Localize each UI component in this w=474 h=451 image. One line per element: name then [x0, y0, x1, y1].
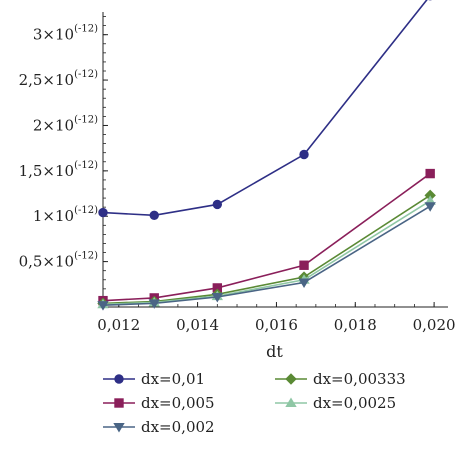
data-point [212, 199, 223, 210]
y-tick-exponent: (-12) [74, 160, 98, 171]
data-point [148, 299, 160, 309]
y-tick-mantissa: 2,5×10 [19, 71, 75, 89]
legend-label: dx=0,01 [141, 370, 205, 388]
data-point [97, 301, 109, 311]
legend-item: dx=0,01 [103, 370, 205, 388]
legend: dx=0,01 dx=0,005 dx=0,002 dx=0,00333 dx=0,00… [103, 370, 406, 436]
legend-marker [285, 397, 297, 407]
data-point [298, 278, 310, 288]
data-point [425, 168, 435, 179]
y-tick-label: 3×10(-12) [33, 24, 98, 44]
data-point [424, 202, 436, 212]
x-tick-label: 0,020 [413, 316, 456, 334]
legend-marker [113, 423, 125, 433]
series-dx=0,0025 [97, 195, 436, 309]
legend-label: dx=0,005 [141, 394, 215, 412]
legend-label: dx=0,002 [141, 418, 215, 436]
legend-marker [114, 398, 124, 408]
legend-item: dx=0,002 [103, 418, 215, 436]
series-line [102, 0, 428, 217]
y-tick-label: 1,5×10(-12) [19, 160, 99, 180]
data-point [211, 293, 223, 303]
x-tick-label: 0,014 [176, 316, 219, 334]
series-line [102, 205, 431, 306]
x-tick-label: 0,012 [97, 316, 140, 334]
y-tick-mantissa: 1×10 [33, 207, 74, 225]
y-tick-label: 0,5×10(-12) [19, 251, 99, 271]
series-dx=0,00333 [97, 189, 436, 310]
data-point [299, 260, 309, 270]
y-tick-exponent: (-12) [74, 114, 98, 125]
data-point [299, 149, 309, 160]
series-line [102, 172, 431, 302]
y-tick-exponent: (-12) [74, 69, 98, 80]
y-tick-exponent: (-12) [74, 24, 98, 35]
y-tick-label: 2×10(-12) [33, 114, 98, 134]
y-tick-mantissa: 3×10 [33, 26, 74, 44]
data-point [149, 210, 159, 221]
y-tick-mantissa: 0,5×10 [19, 253, 75, 271]
y-tick-mantissa: 2×10 [33, 116, 74, 134]
legend-label: dx=0,0025 [313, 394, 396, 412]
x-tick-label: 0,016 [255, 316, 298, 334]
series-layer [97, 0, 436, 311]
y-tick-exponent: (-12) [74, 251, 98, 262]
x-axis-title: dt [266, 342, 283, 361]
legend-item: dx=0,005 [103, 394, 215, 412]
legend-marker [114, 374, 124, 384]
legend-item: dx=0,0025 [275, 394, 396, 412]
legend-label: dx=0,00333 [313, 370, 406, 388]
data-point [98, 207, 108, 218]
legend-item: dx=0,00333 [275, 370, 406, 388]
y-tick-exponent: (-12) [74, 205, 98, 216]
legend-marker [285, 373, 297, 385]
series-dx=0,01 [98, 0, 432, 221]
y-tick-label: 2,5×10(-12) [19, 69, 99, 89]
series-dx=0,002 [97, 202, 436, 311]
y-tick-label: 1×10(-12) [33, 205, 98, 225]
y-tick-mantissa: 1,5×10 [19, 162, 75, 180]
x-tick-label: 0,018 [334, 316, 377, 334]
axes: 0,012 0,014 0,016 0,018 0,0200,5×10(-12)1×10… [19, 12, 456, 334]
